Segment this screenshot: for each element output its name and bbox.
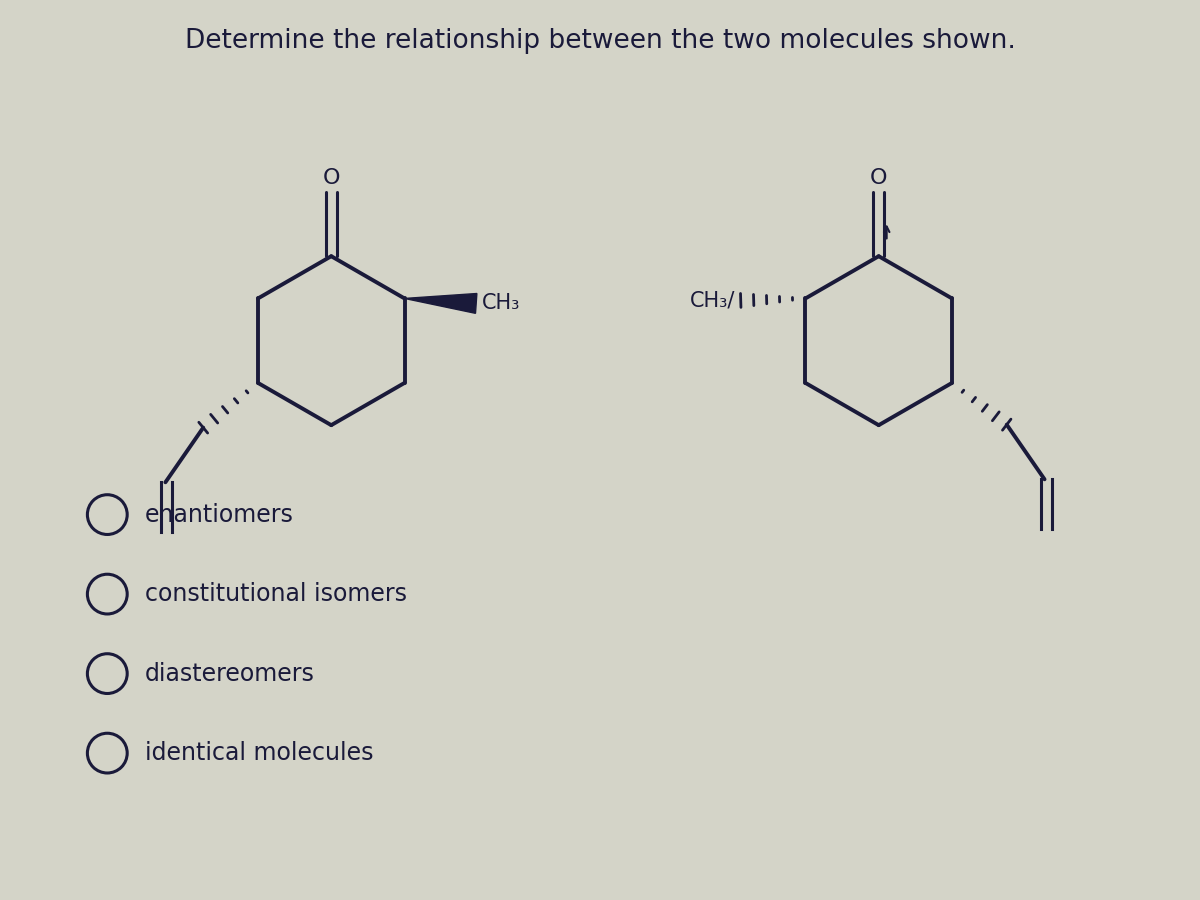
Text: O: O (323, 167, 340, 187)
Text: CH₃/: CH₃/ (689, 291, 734, 310)
Text: constitutional isomers: constitutional isomers (145, 582, 407, 606)
Polygon shape (404, 293, 476, 313)
Text: O: O (870, 167, 888, 187)
Text: enantiomers: enantiomers (145, 502, 294, 526)
Text: CH₃: CH₃ (482, 293, 521, 313)
Text: identical molecules: identical molecules (145, 741, 373, 765)
Text: Determine the relationship between the two molecules shown.: Determine the relationship between the t… (185, 28, 1015, 54)
Text: diastereomers: diastereomers (145, 662, 314, 686)
